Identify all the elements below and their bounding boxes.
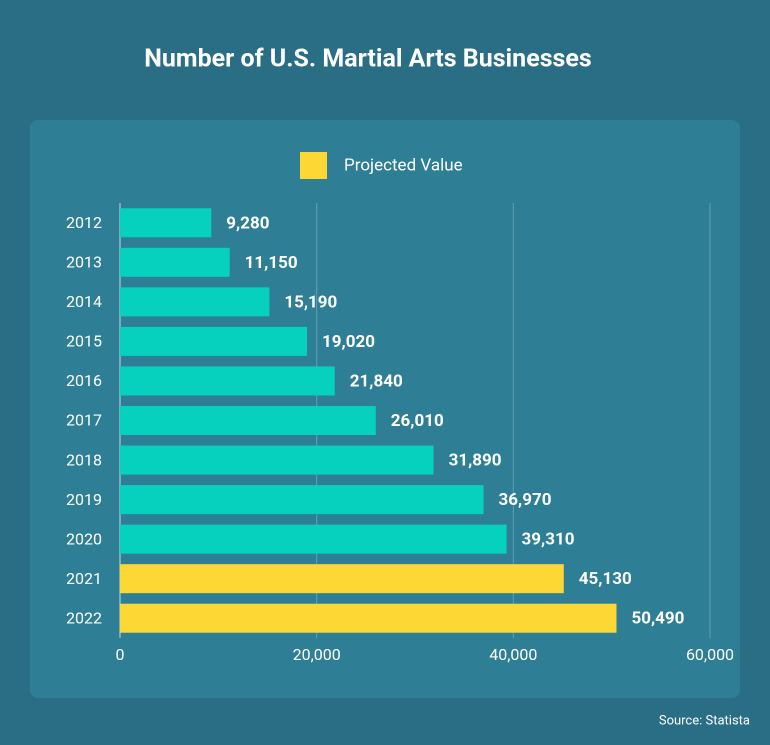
y-tick-label: 2019 (66, 490, 102, 509)
y-tick-label: 2018 (66, 450, 102, 469)
value-label: 9,280 (226, 213, 269, 233)
value-label: 21,840 (350, 371, 403, 391)
value-label: 26,010 (391, 411, 444, 431)
bar (120, 564, 564, 594)
x-tick-label: 20,000 (293, 645, 341, 664)
y-tick-label: 2012 (66, 213, 102, 232)
value-label: 39,310 (522, 530, 575, 550)
bar (120, 445, 434, 475)
bar (120, 485, 484, 515)
y-tick-label: 2013 (66, 253, 102, 272)
bar (120, 247, 230, 277)
bar (120, 603, 617, 633)
bar (120, 287, 270, 317)
y-tick-label: 2014 (66, 292, 102, 311)
value-label: 11,150 (245, 253, 298, 273)
legend-swatch (300, 152, 327, 179)
y-tick-label: 2017 (66, 411, 102, 430)
chart-title: Number of U.S. Martial Arts Businesses (144, 45, 591, 74)
x-tick-label: 0 (116, 645, 125, 664)
source-note: Source: Statista (659, 713, 750, 728)
y-tick-label: 2020 (66, 529, 102, 548)
x-tick-label: 60,000 (686, 645, 734, 664)
value-label: 36,970 (499, 490, 552, 510)
legend-label: Projected Value (344, 155, 463, 175)
bar (120, 366, 335, 396)
bar (120, 406, 376, 435)
value-label: 45,130 (579, 569, 632, 589)
bar (120, 326, 308, 356)
value-label: 19,020 (322, 332, 375, 352)
value-label: 15,190 (284, 292, 337, 312)
y-tick-label: 2015 (66, 332, 102, 351)
value-label: 31,890 (449, 451, 502, 471)
bar (120, 208, 212, 238)
x-tick-label: 40,000 (489, 645, 537, 664)
y-tick-label: 2016 (66, 371, 102, 390)
y-tick-label: 2022 (66, 608, 102, 627)
value-label: 50,490 (631, 609, 684, 629)
bar (120, 524, 507, 554)
y-tick-label: 2021 (66, 569, 102, 588)
